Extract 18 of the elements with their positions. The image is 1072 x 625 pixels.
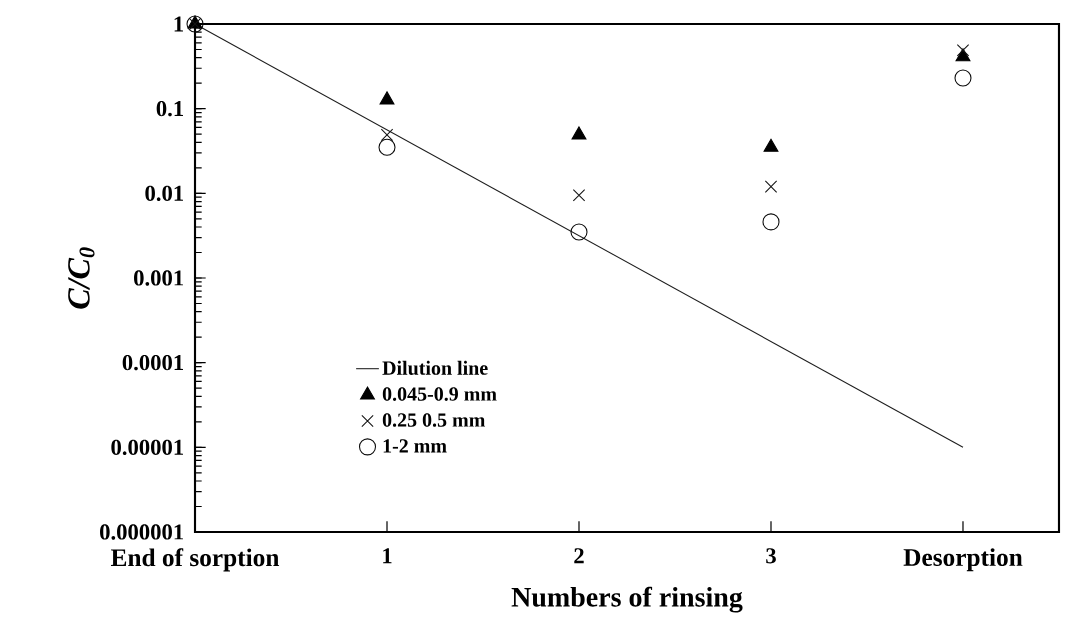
x-tick-label: 3 — [766, 548, 776, 564]
x-tick-label: 2 — [574, 548, 584, 564]
y-tick-label: 0.00001 — [111, 439, 183, 456]
x-tick-label: 1 — [383, 548, 392, 564]
legend-label: 1-2 mm — [383, 439, 447, 453]
x-tick-label: End of sorption — [110, 548, 280, 572]
y-tick-label: 0.001 — [134, 270, 183, 286]
x-axis-title: Numbers of rinsing — [511, 586, 743, 613]
legend-label: 0.045-0.9 mm — [382, 387, 497, 401]
y-tick-label: 0.000001 — [100, 524, 183, 540]
y-tick-label: 1 — [174, 16, 183, 32]
y-axis-title: C/C$_{0}$ — [68, 247, 95, 309]
y-tick-label: 0.0001 — [122, 354, 183, 371]
legend-label: Dilution line — [382, 360, 488, 375]
y-tick-label: 0.1 — [156, 100, 183, 117]
x-tick-label: Desorption — [903, 548, 1023, 572]
y-tick-label: 0.01 — [145, 185, 183, 202]
legend-label: 0.25 0.5 mm — [382, 413, 486, 427]
